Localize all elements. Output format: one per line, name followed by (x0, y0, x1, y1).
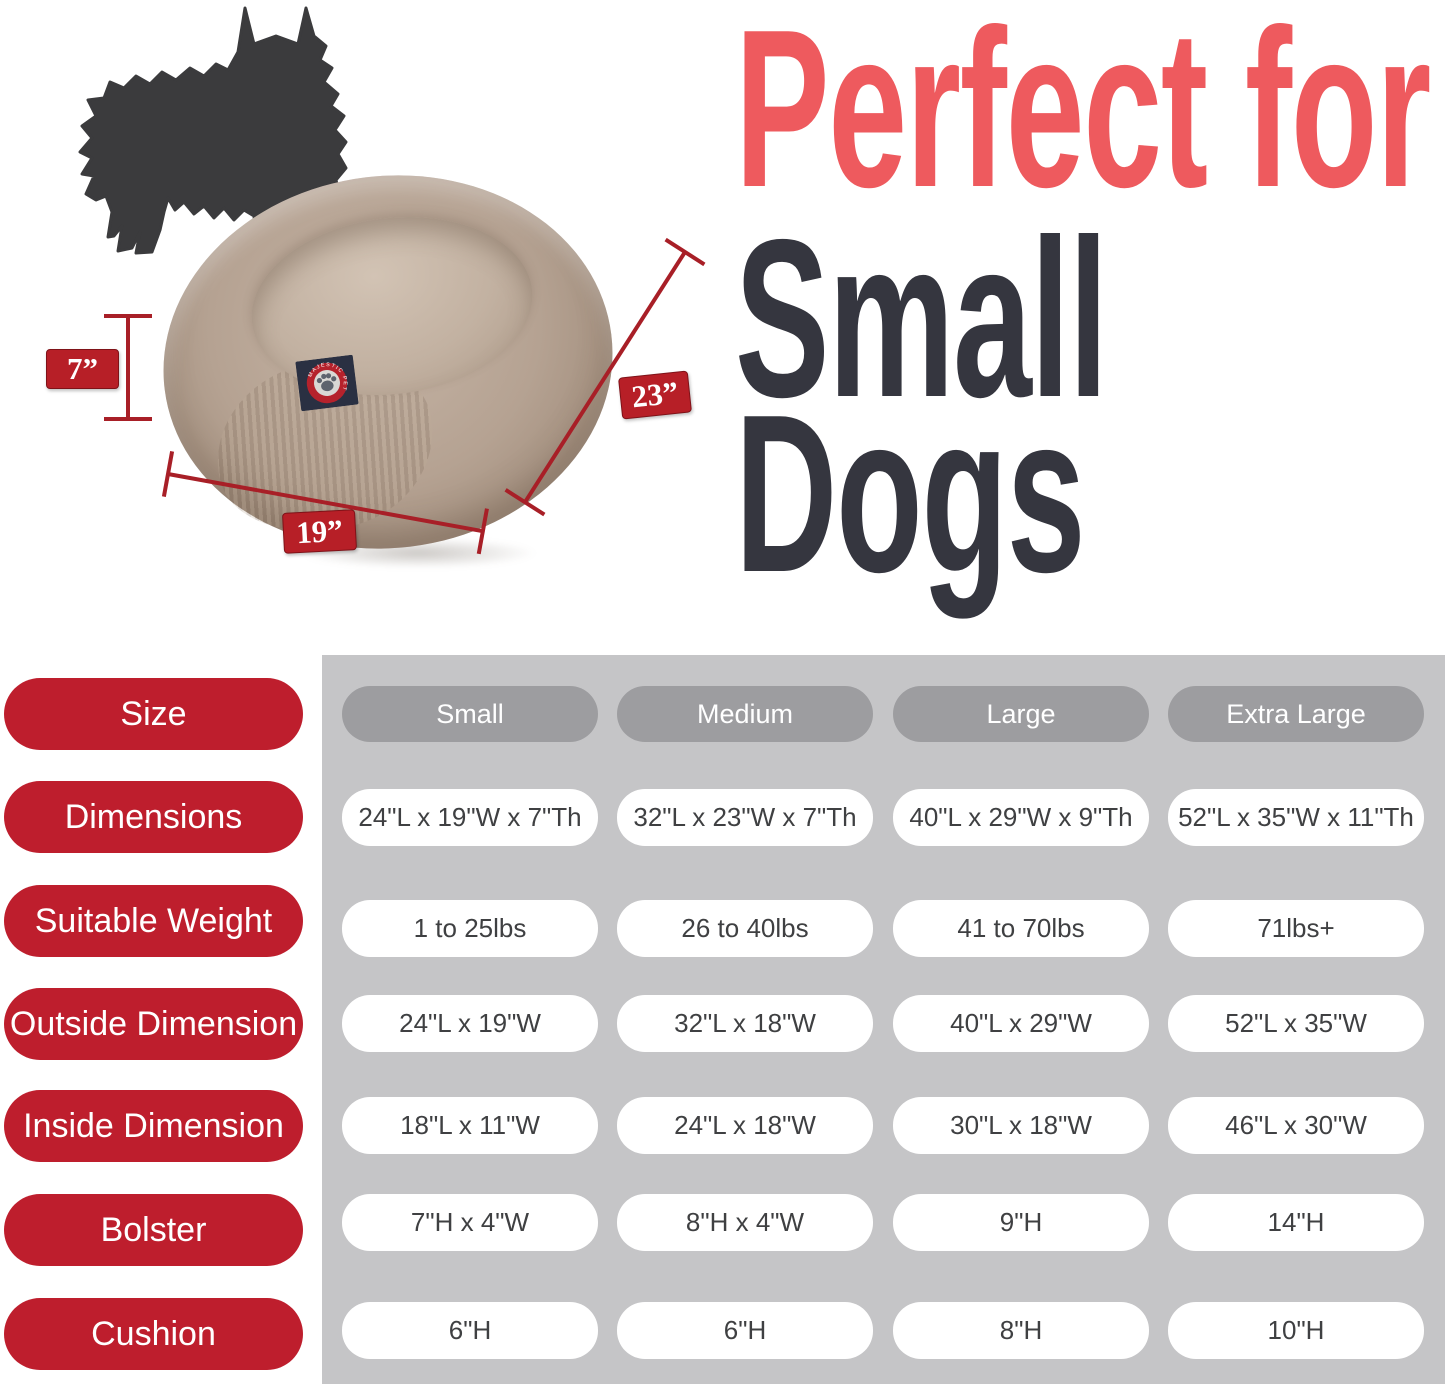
headline-accent: Perfect for (735, 0, 1431, 234)
cell-text: 41 to 70lbs (957, 913, 1085, 943)
cell-text: 24"L x 19"W (399, 1008, 541, 1038)
cell-dimensions-medium: 32"L x 23"W x 7"Th (617, 789, 873, 846)
row-label-text: Cushion (91, 1314, 216, 1353)
row-label-text: Suitable Weight (34, 901, 273, 940)
cell-text: 40"L x 29"W (950, 1008, 1092, 1038)
width-dimension-value: 19” (295, 512, 344, 550)
cell-weight-large: 41 to 70lbs (893, 900, 1149, 957)
cell-text: 52"L x 35"W (1225, 1008, 1367, 1038)
cell-cushion-large: 8"H (893, 1302, 1149, 1359)
cell-inside-small: 18"L x 11"W (342, 1097, 598, 1154)
column-header-text: Large (986, 698, 1056, 729)
cell-text: 14"H (1267, 1207, 1325, 1237)
row-label-text: Inside Dimension (23, 1106, 284, 1145)
cell-text: 24"L x 18"W (674, 1110, 816, 1140)
cell-dimensions-extra-large: 52"L x 35"W x 11"Th (1168, 789, 1424, 846)
row-label-size: Size (4, 678, 303, 750)
cell-text: 7"H x 4"W (410, 1207, 530, 1237)
cell-text: 46"L x 30"W (1225, 1110, 1367, 1140)
height-dimension-value: 7” (67, 351, 98, 386)
cell-cushion-extra-large: 10"H (1168, 1302, 1424, 1359)
row-label-dimensions: Dimensions (4, 781, 303, 853)
cell-outside-large: 40"L x 29"W (893, 995, 1149, 1052)
row-label-text: Bolster (100, 1210, 207, 1249)
cell-bolster-large: 9"H (893, 1194, 1149, 1251)
cell-bolster-extra-large: 14"H (1168, 1194, 1424, 1251)
cell-dimensions-large: 40"L x 29"W x 9"Th (893, 789, 1149, 846)
cell-outside-small: 24"L x 19"W (342, 995, 598, 1052)
row-label-suitable-weight: Suitable Weight (4, 885, 303, 957)
row-label-bolster: Bolster (4, 1194, 303, 1266)
dog-silhouette-icon (78, 6, 348, 255)
column-header-text: Extra Large (1226, 698, 1366, 729)
depth-dimension-value: 23” (629, 374, 680, 415)
column-header-text: Small (436, 698, 504, 729)
column-header-text: Medium (696, 698, 794, 729)
width-dimension-label: 19” (281, 509, 358, 554)
dog-bed-illustration: MAJESTIC PET (142, 149, 634, 575)
cell-text: 9"H (999, 1207, 1043, 1237)
row-label-cushion: Cushion (4, 1298, 303, 1370)
cell-bolster-small: 7"H x 4"W (342, 1194, 598, 1251)
height-dimension-line (104, 314, 152, 421)
paw-icon (316, 373, 337, 392)
cell-text: 26 to 40lbs (681, 913, 809, 943)
cell-text: 10"H (1267, 1315, 1325, 1345)
cell-text: 52"L x 35"W x 11"Th (1178, 802, 1414, 832)
height-dimension-label: 7” (46, 349, 119, 389)
column-header-large: Large (893, 686, 1149, 742)
cell-inside-large: 30"L x 18"W (893, 1097, 1149, 1154)
cell-text: 8"H x 4"W (685, 1207, 805, 1237)
cell-text: 1 to 25lbs (413, 913, 527, 943)
row-label-outside-dimension: Outside Dimension (4, 988, 303, 1060)
cell-text: 32"L x 18"W (674, 1008, 816, 1038)
row-label-text: Outside Dimension (9, 1004, 298, 1043)
headline-line-2: Small (735, 192, 1108, 444)
row-label-inside-dimension: Inside Dimension (4, 1090, 303, 1162)
row-label-text: Size (120, 694, 187, 733)
cell-weight-extra-large: 71lbs+ (1168, 900, 1424, 957)
cell-text: 30"L x 18"W (950, 1110, 1092, 1140)
row-label-text: Dimensions (64, 797, 243, 836)
cell-inside-extra-large: 46"L x 30"W (1168, 1097, 1424, 1154)
cell-bolster-medium: 8"H x 4"W (617, 1194, 873, 1251)
column-header-extra-large: Extra Large (1168, 686, 1424, 742)
cell-text: 6"H (723, 1315, 767, 1345)
cell-text: 24"L x 19"W x 7"Th (358, 802, 582, 832)
cell-text: 40"L x 29"W x 9"Th (909, 802, 1133, 832)
cell-text: 18"L x 11"W (400, 1110, 540, 1140)
cell-cushion-small: 6"H (342, 1302, 598, 1359)
cell-outside-medium: 32"L x 18"W (617, 995, 873, 1052)
cell-cushion-medium: 6"H (617, 1302, 873, 1359)
column-header-medium: Medium (617, 686, 873, 742)
depth-dimension-label: 23” (617, 370, 693, 420)
majestic-pet-logo-patch: MAJESTIC PET (295, 354, 359, 412)
cell-text: 6"H (448, 1315, 492, 1345)
cell-weight-small: 1 to 25lbs (342, 900, 598, 957)
headline-line-3: Dogs (735, 367, 1086, 619)
cell-text: 8"H (999, 1315, 1043, 1345)
cell-dimensions-small: 24"L x 19"W x 7"Th (342, 789, 598, 846)
cell-weight-medium: 26 to 40lbs (617, 900, 873, 957)
cell-outside-extra-large: 52"L x 35"W (1168, 995, 1424, 1052)
cell-inside-medium: 24"L x 18"W (617, 1097, 873, 1154)
column-header-small: Small (342, 686, 598, 742)
cell-text: 32"L x 23"W x 7"Th (633, 802, 857, 832)
cell-text: 71lbs+ (1257, 913, 1335, 943)
